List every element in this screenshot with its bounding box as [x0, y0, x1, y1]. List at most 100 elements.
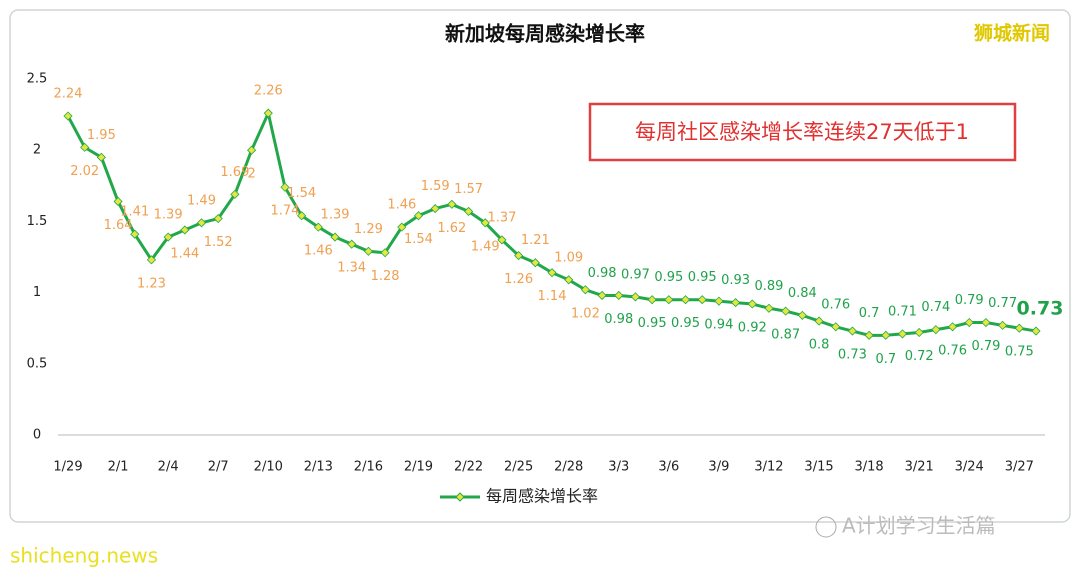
data-label: 0.87	[771, 328, 800, 343]
y-tick-label: 0	[33, 428, 41, 443]
marker	[931, 325, 941, 335]
marker	[547, 268, 557, 278]
marker	[580, 285, 590, 295]
marker	[230, 189, 240, 199]
marker	[831, 322, 841, 332]
marker	[914, 327, 924, 338]
watermark: A计划学习生活篇	[842, 514, 996, 538]
marker	[196, 218, 207, 228]
marker	[330, 232, 340, 242]
x-tick-label: 2/1	[108, 460, 129, 475]
marker	[781, 306, 791, 316]
x-tick-label: 2/13	[304, 460, 333, 475]
data-label: 0.92	[738, 320, 767, 335]
marker	[597, 290, 607, 301]
marker	[313, 222, 323, 232]
marker	[497, 235, 507, 245]
x-tick-label: 2/10	[254, 460, 283, 475]
marker	[514, 251, 524, 261]
data-label: 0.8	[809, 338, 830, 353]
marker	[430, 204, 440, 214]
data-label: 0.98	[604, 312, 633, 327]
data-label: 1.28	[371, 269, 400, 284]
data-label: 0.98	[588, 266, 617, 281]
marker	[480, 218, 490, 228]
data-label: 1.44	[170, 246, 199, 261]
marker	[630, 292, 641, 302]
data-label: 0.95	[688, 270, 717, 285]
y-tick-label: 0.5	[27, 356, 48, 371]
data-label: 0.95	[671, 316, 700, 331]
x-tick-label: 2/19	[404, 460, 433, 475]
marker	[130, 229, 140, 239]
data-label: 0.75	[1005, 345, 1034, 360]
data-label: 1.57	[454, 182, 483, 197]
marker	[463, 206, 474, 216]
data-label: 0.73	[838, 348, 867, 363]
marker	[864, 330, 874, 340]
marker	[380, 248, 390, 258]
marker	[146, 255, 157, 265]
data-label: 1.69	[220, 165, 249, 180]
watermark: shicheng.news	[10, 544, 158, 568]
marker	[397, 222, 407, 232]
marker	[347, 239, 357, 249]
data-label: 1.52	[204, 235, 233, 250]
marker	[213, 213, 223, 224]
marker	[263, 108, 273, 118]
data-label: 1.14	[538, 289, 567, 304]
x-tick-label: 2/25	[504, 460, 533, 475]
data-label: 1.34	[337, 261, 366, 276]
data-label: 0.74	[921, 300, 950, 315]
data-label: 1.59	[421, 179, 450, 194]
data-label: 1.64	[104, 218, 133, 233]
marker	[280, 182, 290, 192]
marker	[447, 199, 457, 209]
chart-title: 新加坡每周感染增长率	[445, 22, 645, 46]
y-tick-label: 2.5	[27, 72, 48, 87]
data-label: 1.54	[287, 186, 316, 201]
x-tick-label: 3/12	[754, 460, 783, 475]
data-label: 1.21	[521, 233, 550, 248]
data-label: 0.72	[905, 349, 934, 364]
watermark: 狮城新闻	[974, 22, 1050, 45]
data-label: 0.84	[788, 286, 817, 301]
x-tick-label: 3/21	[905, 460, 934, 475]
marker	[797, 310, 807, 320]
data-label: 0.73	[1017, 298, 1064, 320]
data-label: 0.76	[821, 297, 850, 312]
data-label: 0.7	[875, 352, 896, 367]
data-label: 1.41	[120, 205, 149, 220]
y-tick-label: 2	[33, 143, 41, 158]
data-label: 0.95	[638, 316, 667, 331]
x-tick-label: 3/18	[855, 460, 884, 475]
marker	[998, 320, 1008, 330]
marker	[881, 330, 891, 340]
data-label: 1.37	[487, 210, 516, 225]
marker	[1014, 323, 1024, 333]
data-label: 0.95	[654, 270, 683, 285]
data-label: 0.77	[988, 296, 1017, 311]
y-tick-label: 1.5	[27, 214, 48, 229]
marker	[363, 246, 373, 256]
data-label: 1.49	[187, 193, 216, 208]
data-label: 1.62	[437, 221, 466, 236]
data-label: 1.46	[304, 244, 333, 259]
marker	[847, 326, 857, 336]
data-label: 0.7	[859, 306, 880, 321]
marker	[614, 290, 624, 301]
y-tick-label: 1	[33, 285, 41, 300]
x-tick-label: 3/15	[804, 460, 833, 475]
marker	[947, 322, 958, 332]
marker	[764, 303, 774, 313]
data-label: 0.94	[704, 318, 733, 333]
x-tick-label: 3/27	[1005, 460, 1034, 475]
marker	[814, 316, 824, 326]
x-tick-label: 3/3	[608, 460, 629, 475]
marker	[163, 232, 173, 242]
data-label: 1.74	[270, 204, 299, 219]
data-label: 0.79	[971, 339, 1000, 354]
marker	[697, 295, 707, 305]
x-tick-label: 3/6	[658, 460, 679, 475]
